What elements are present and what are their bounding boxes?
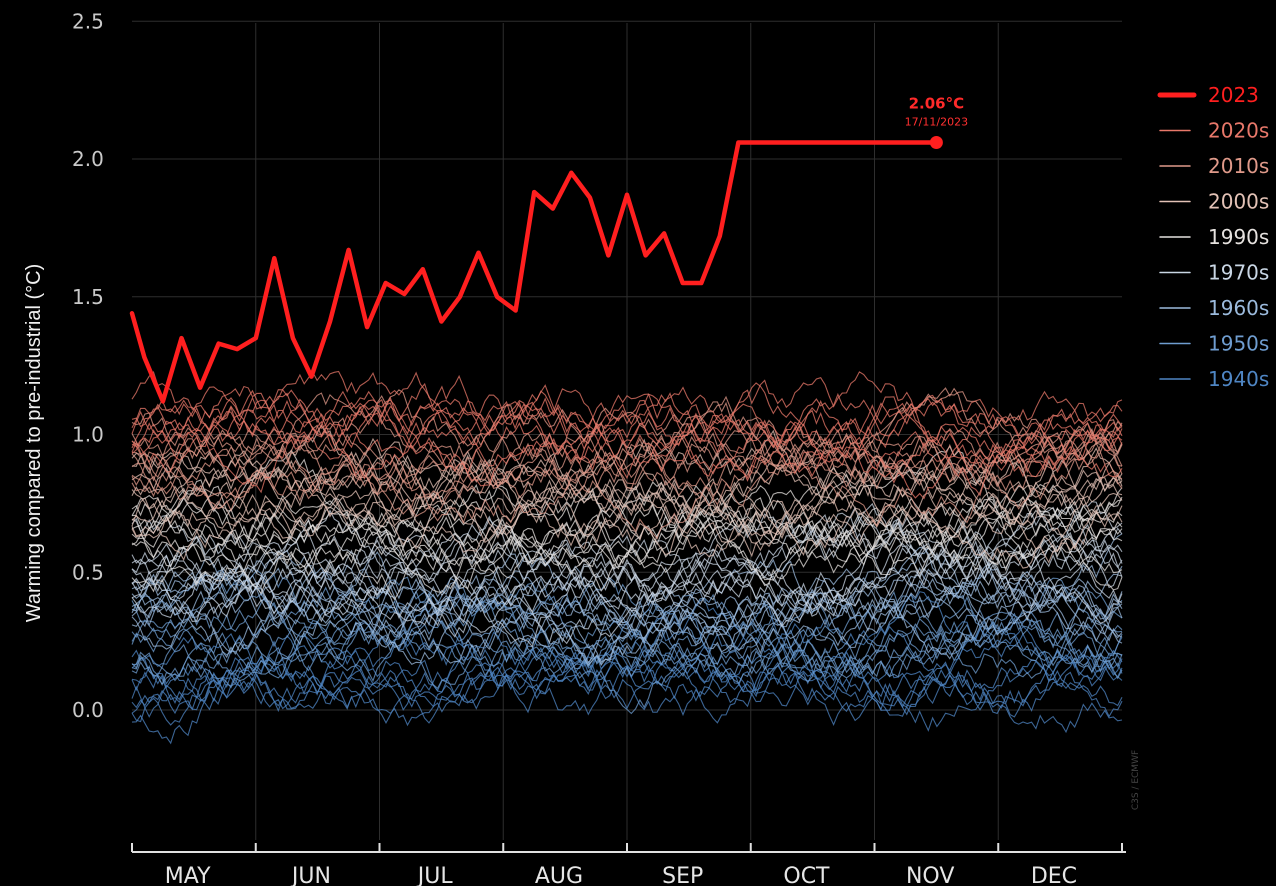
- year-line: [131, 417, 1123, 518]
- peak-date-label: 17/11/2023: [905, 115, 968, 128]
- year-line: [131, 501, 1123, 618]
- year-line: [131, 632, 1123, 718]
- legend-label: 1990s: [1208, 225, 1269, 249]
- y-tick-label: 1.5: [72, 285, 104, 309]
- background-year-lines: [131, 370, 1123, 745]
- legend-label: 1940s: [1208, 367, 1269, 391]
- x-tick-label: OCT: [783, 864, 830, 886]
- y-tick-label: 0.0: [72, 698, 104, 722]
- year-line: [131, 385, 1123, 478]
- year-line: [131, 407, 1123, 502]
- year-line: [131, 565, 1123, 665]
- x-tick-label: JUL: [416, 864, 454, 886]
- legend-label: 2023: [1208, 83, 1259, 107]
- year-line: [131, 485, 1123, 591]
- year-line: [131, 515, 1123, 623]
- year-line: [131, 371, 1123, 487]
- year-line: [131, 544, 1123, 628]
- year-line: [131, 586, 1123, 715]
- year-line: [131, 426, 1123, 499]
- year-line: [131, 605, 1123, 689]
- credit-text: C3S / ECMWF: [1131, 750, 1141, 810]
- year-line: [131, 496, 1123, 592]
- x-tick-label: DEC: [1031, 864, 1077, 886]
- year-line: [131, 590, 1123, 683]
- x-tick-label: SEP: [662, 864, 703, 886]
- year-line: [131, 551, 1123, 654]
- year-line: [131, 515, 1123, 620]
- year-line: [131, 630, 1123, 715]
- year-line: [131, 382, 1123, 480]
- y-tick-label: 1.0: [72, 423, 104, 447]
- legend-label: 1960s: [1208, 296, 1269, 320]
- y-tick-label: 2.0: [72, 147, 104, 171]
- legend-label: 1950s: [1208, 332, 1269, 356]
- year-line: [131, 370, 1123, 473]
- year-line: [131, 395, 1123, 527]
- peak-annotation: 2.06°C 17/11/2023: [905, 94, 968, 128]
- peak-marker: [929, 135, 943, 149]
- year-line: [131, 445, 1123, 574]
- peak-value-label: 2.06°C: [909, 94, 965, 112]
- year-line: [131, 649, 1123, 724]
- year-line: [131, 412, 1123, 525]
- y-tick-label: 0.5: [72, 560, 104, 584]
- year-line: [131, 424, 1123, 558]
- legend: 2023 2020s 2010s 2000s 1990s 1970s 1960s 1950s 1…: [1157, 83, 1269, 391]
- year-line: [131, 370, 1123, 450]
- x-axis: MAY JUN JUL AUG SEP OCT NOV DEC: [131, 843, 1126, 886]
- year-line: [131, 443, 1123, 558]
- year-line: [131, 387, 1123, 540]
- year-line: [131, 388, 1123, 497]
- legend-label: 1970s: [1208, 261, 1269, 285]
- year-line: [131, 570, 1123, 642]
- legend-label: 2020s: [1208, 119, 1269, 143]
- legend-label: 2010s: [1208, 154, 1269, 178]
- x-tick-label: MAY: [165, 864, 211, 886]
- year-line: [131, 613, 1123, 686]
- highlight-series-2023: [129, 135, 943, 404]
- year-line: [131, 533, 1123, 660]
- y-axis: 2.5 2.0 1.5 1.0 0.5 0.0: [72, 9, 104, 722]
- y-tick-label: 2.5: [72, 9, 104, 33]
- year-line: [131, 564, 1123, 663]
- x-tick-label: JUN: [290, 864, 331, 886]
- year-line: [132, 577, 1123, 682]
- x-tick-label: AUG: [535, 864, 583, 886]
- year-line: [131, 547, 1123, 666]
- x-tick-label: NOV: [906, 864, 954, 886]
- line-2023: [129, 140, 939, 404]
- year-line: [131, 447, 1123, 539]
- year-line: [131, 502, 1123, 624]
- legend-label: 2000s: [1208, 190, 1269, 214]
- year-line: [131, 475, 1123, 556]
- y-axis-label: Warming compared to pre-industrial (°C): [23, 264, 45, 622]
- year-line: [131, 450, 1123, 544]
